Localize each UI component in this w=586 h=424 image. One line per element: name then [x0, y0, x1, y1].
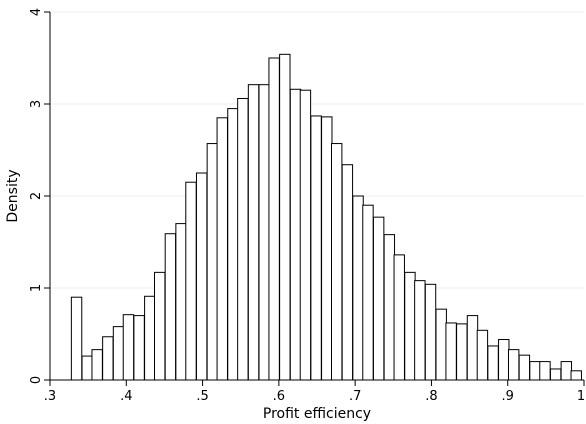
bar-8 — [154, 271, 166, 381]
bar-10 — [175, 223, 187, 381]
bar-32 — [404, 271, 416, 381]
y-tick-label-1: 1 — [29, 284, 44, 292]
bar-12 — [195, 172, 208, 381]
bar-27 — [352, 195, 364, 381]
x-ticks: .3 .4 .5 .6 .7 .8 .9 1 — [44, 380, 585, 404]
bar-39 — [476, 329, 489, 381]
bar-23 — [310, 115, 322, 381]
x-tick-label-7: 1 — [577, 389, 585, 404]
bar-30 — [383, 234, 396, 381]
bar-19 — [268, 57, 280, 381]
bar-3 — [102, 336, 114, 381]
bar-22 — [299, 89, 312, 381]
bar-9 — [164, 233, 177, 381]
bars — [70, 53, 582, 381]
bar-34 — [424, 283, 437, 381]
bar-15 — [227, 108, 239, 381]
x-tick-label-2: .5 — [196, 389, 208, 404]
bar-46 — [549, 368, 562, 381]
x-tick-label-1: .4 — [120, 389, 132, 404]
bar-45 — [539, 361, 551, 381]
bar-11 — [185, 181, 197, 381]
bar-2 — [91, 349, 103, 381]
bar-28 — [362, 204, 374, 381]
bar-43 — [518, 354, 531, 381]
bar-26 — [341, 164, 354, 381]
bar-6 — [133, 315, 145, 381]
bar-44 — [529, 361, 541, 381]
bar-17 — [247, 84, 260, 381]
bar-42 — [507, 349, 520, 381]
y-tick-label-0: 0 — [29, 376, 44, 384]
bar-37 — [456, 323, 468, 381]
bar-36 — [445, 322, 457, 381]
x-tick-label-4: .7 — [349, 389, 361, 404]
bar-1 — [81, 355, 93, 381]
bar-20 — [279, 53, 291, 381]
y-ticks: 0 1 2 3 4 — [29, 8, 50, 384]
bar-7 — [144, 295, 156, 381]
y-tick-label-2: 2 — [29, 192, 44, 200]
bar-47 — [560, 361, 573, 381]
bar-0 — [70, 296, 83, 381]
x-tick-label-5: .8 — [425, 389, 437, 404]
y-tick-label-4: 4 — [29, 8, 44, 16]
bar-33 — [414, 280, 426, 381]
bar-25 — [330, 143, 343, 381]
x-tick-label-3: .6 — [273, 389, 285, 404]
x-tick-label-0: .3 — [44, 389, 56, 404]
bar-18 — [258, 84, 270, 381]
bar-38 — [466, 315, 479, 381]
bar-48 — [570, 370, 582, 381]
bar-35 — [435, 308, 447, 381]
bar-41 — [498, 339, 510, 381]
x-axis-title: Profit efficiency — [263, 406, 371, 422]
bar-40 — [487, 345, 499, 381]
y-tick-label-3: 3 — [29, 100, 44, 108]
x-tick-label-6: .9 — [502, 389, 514, 404]
y-axis-title: Density — [5, 169, 21, 222]
bar-31 — [393, 254, 405, 381]
bar-24 — [321, 116, 333, 381]
bar-4 — [112, 326, 125, 381]
bar-5 — [122, 314, 135, 381]
bar-14 — [216, 117, 228, 381]
bar-16 — [237, 97, 249, 381]
bar-29 — [372, 216, 385, 381]
bar-21 — [289, 88, 302, 381]
bar-13 — [206, 143, 219, 381]
